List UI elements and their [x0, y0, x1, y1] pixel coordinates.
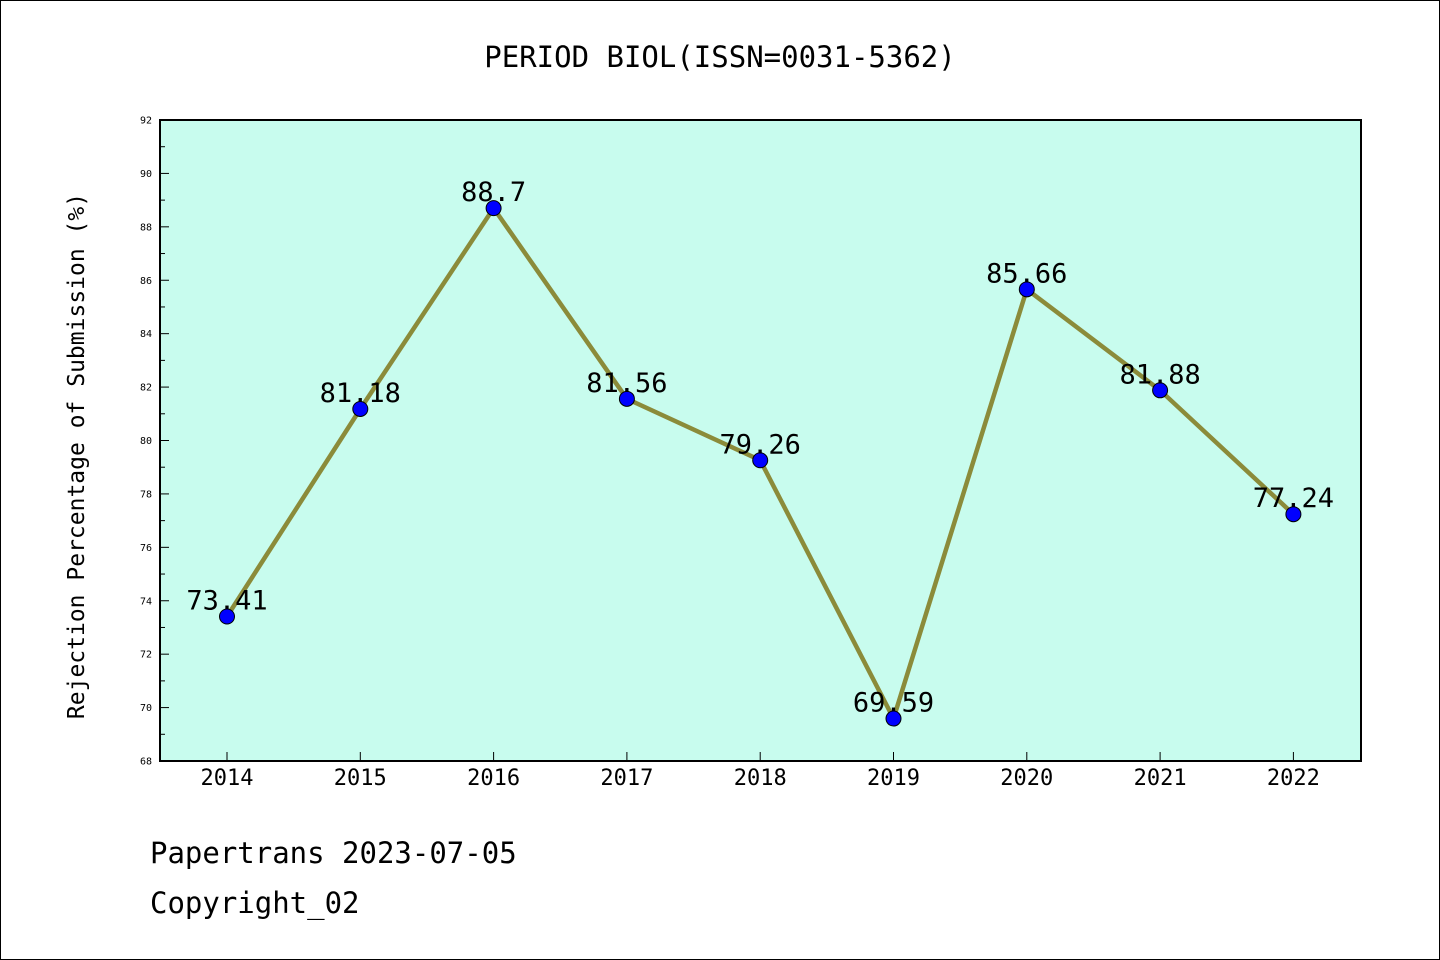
footer-copyright: Copyright_02 — [150, 886, 360, 920]
y-tick-label: 92 — [140, 116, 152, 127]
y-tick-label: 82 — [140, 383, 152, 394]
y-tick-label: 86 — [140, 276, 152, 287]
x-tick-label: 2019 — [867, 766, 920, 791]
x-tick-label: 2021 — [1134, 766, 1187, 791]
data-point — [219, 608, 235, 625]
y-tick-label: 74 — [140, 596, 152, 607]
y-tick-label: 90 — [140, 169, 152, 180]
x-tick-label: 2016 — [467, 766, 520, 791]
y-tick-label: 78 — [140, 489, 152, 500]
data-label: 77.24 — [1253, 483, 1334, 514]
data-labels: 73.41 81.18 88.7 81.56 79.26 69.59 85.66 81.88 7… — [186, 177, 1334, 718]
x-tick-label: 2020 — [1000, 766, 1053, 791]
data-label: 69.59 — [853, 688, 934, 719]
data-point — [485, 200, 502, 217]
x-axis: 2014 2015 2016 2017 2018 2019 2020 2021 2022 — [201, 752, 1320, 791]
x-tick-label: 2017 — [600, 766, 653, 791]
data-label: 79.26 — [720, 429, 801, 460]
data-label: 73.41 — [186, 586, 267, 617]
plot-area — [159, 119, 1362, 762]
y-axis-label: Rejection Percentage of Submission (%) — [64, 193, 90, 719]
series-markers — [219, 200, 1302, 727]
data-point — [752, 452, 769, 469]
y-tick-label: 80 — [140, 436, 152, 447]
data-label: 88.7 — [461, 177, 526, 208]
chart-title: PERIOD BIOL(ISSN=0031-5362) — [484, 40, 955, 74]
y-tick-label: 84 — [140, 329, 152, 340]
data-point — [1018, 281, 1035, 298]
data-point — [1285, 506, 1302, 523]
x-tick-label: 2014 — [201, 766, 254, 791]
x-tick-label: 2018 — [734, 766, 787, 791]
y-tick-label: 70 — [140, 703, 152, 714]
data-label: 81.56 — [586, 368, 667, 399]
y-tick-label: 76 — [140, 543, 152, 554]
y-tick-label: 68 — [140, 757, 152, 768]
y-tick-label: 72 — [140, 650, 152, 661]
y-axis: 68 70 72 74 76 78 80 82 84 86 88 90 92 — [140, 116, 169, 768]
x-tick-label: 2015 — [334, 766, 387, 791]
data-label: 81.88 — [1119, 359, 1200, 390]
data-point — [618, 390, 635, 407]
y-tick-label: 88 — [140, 222, 152, 233]
x-tick-label: 2022 — [1267, 766, 1320, 791]
data-point — [352, 400, 369, 417]
data-point — [885, 710, 902, 727]
data-label: 85.66 — [986, 258, 1067, 289]
data-label: 81.18 — [320, 378, 401, 409]
data-point — [1152, 382, 1169, 399]
footer-date: Papertrans 2023-07-05 — [150, 836, 517, 870]
